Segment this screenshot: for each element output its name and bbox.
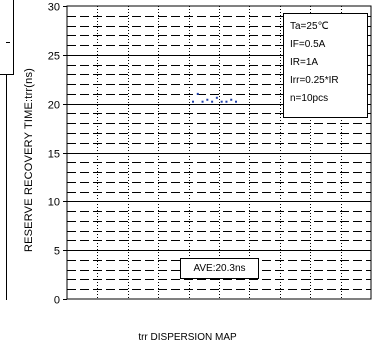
- legend-line: Ta=25℃: [290, 21, 329, 32]
- cropped-neighbor-panel: [0, 0, 14, 75]
- data-point: [211, 100, 214, 103]
- data-point: [230, 98, 233, 101]
- data-point: [196, 92, 199, 95]
- y-tick-label: 15: [48, 149, 60, 161]
- legend-line: Irr=0.25*IR: [290, 75, 339, 86]
- y-tick-label: 5: [54, 246, 60, 258]
- cropped-neighbor-axis: [6, 75, 7, 300]
- y-tick-label: 0: [54, 295, 60, 307]
- y-tick-label: 25: [48, 51, 60, 63]
- data-point: [235, 100, 237, 103]
- y-tick-label: 20: [48, 100, 60, 112]
- data-point: [206, 98, 209, 101]
- y-tick-label: 30: [48, 2, 60, 14]
- legend: Ta=25℃ IF=0.5A IR=1A Irr=0.25*IR n=10pcs: [283, 13, 368, 118]
- legend-line: IF=0.5A: [290, 39, 326, 50]
- average-annotation: AVE:20.3ns: [180, 258, 259, 279]
- y-tick-label: 10: [48, 197, 60, 209]
- data-point: [225, 100, 228, 103]
- chart-caption: trr DISPERSION MAP: [138, 332, 237, 343]
- legend-line: IR=1A: [290, 57, 319, 68]
- data-point: [192, 100, 194, 103]
- cropped-neighbor-tick: [6, 42, 10, 43]
- data-point: [220, 100, 223, 103]
- data-point: [215, 96, 218, 99]
- y-axis-label: RESERVE RECOVERY TIME:trr(ns): [23, 67, 35, 253]
- legend-line: n=10pcs: [290, 93, 329, 104]
- data-point: [201, 100, 204, 103]
